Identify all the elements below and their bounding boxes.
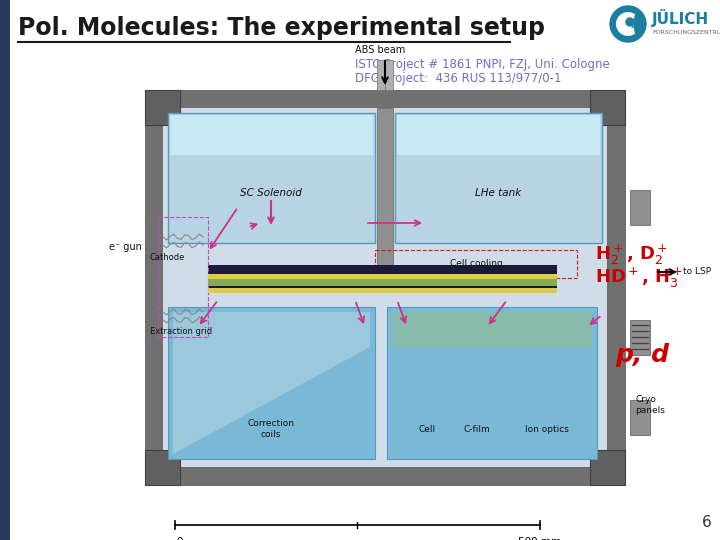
Text: Cell cooling: Cell cooling <box>449 260 503 268</box>
Text: C-film: C-film <box>464 424 490 434</box>
Bar <box>145 450 180 485</box>
Polygon shape <box>616 12 635 36</box>
Text: HD$^+$, H$_3^+$: HD$^+$, H$_3^+$ <box>595 266 683 290</box>
Text: Correction
coils: Correction coils <box>248 419 294 438</box>
Text: Extraction grid: Extraction grid <box>150 327 212 336</box>
Bar <box>630 400 650 435</box>
Bar <box>392 312 592 347</box>
Bar <box>395 113 602 243</box>
Bar <box>145 90 163 485</box>
Bar <box>168 307 375 459</box>
Text: e⁻ gun: e⁻ gun <box>109 242 141 252</box>
Text: to LSP: to LSP <box>683 267 711 276</box>
Bar <box>208 288 557 293</box>
Text: ISTC Project # 1861 PNPI, FZJ, Uni. Cologne: ISTC Project # 1861 PNPI, FZJ, Uni. Colo… <box>355 58 610 71</box>
Bar <box>397 115 600 155</box>
Bar <box>630 190 650 225</box>
Bar <box>145 90 180 125</box>
Bar <box>607 90 625 485</box>
Text: H$_2^+$, D$_2^+$: H$_2^+$, D$_2^+$ <box>595 243 668 267</box>
Bar <box>208 265 557 274</box>
Bar <box>170 115 373 155</box>
Text: ABS beam: ABS beam <box>355 45 405 55</box>
Text: FORSCHUNGSZENTRUM: FORSCHUNGSZENTRUM <box>652 30 720 35</box>
Text: Cryo
panels: Cryo panels <box>635 395 665 415</box>
Text: 500 mm: 500 mm <box>518 537 562 540</box>
Bar <box>145 90 625 485</box>
Bar <box>0 0 10 540</box>
Circle shape <box>610 6 646 42</box>
Text: 6: 6 <box>702 515 712 530</box>
Bar <box>377 60 385 90</box>
Bar <box>158 217 208 337</box>
Bar <box>377 108 393 277</box>
Bar <box>590 90 625 125</box>
Bar <box>168 113 375 243</box>
Bar <box>208 281 557 290</box>
Bar <box>145 90 625 108</box>
Text: LHe tank: LHe tank <box>475 188 521 198</box>
Bar <box>590 450 625 485</box>
Bar <box>208 274 557 279</box>
Text: Pol. Molecules: The experimental setup: Pol. Molecules: The experimental setup <box>18 16 545 40</box>
Bar <box>163 108 607 467</box>
Text: 0: 0 <box>176 537 184 540</box>
Text: SC Solenoid: SC Solenoid <box>240 188 302 198</box>
Text: Cathode: Cathode <box>150 253 185 261</box>
Bar <box>385 60 393 90</box>
Bar <box>145 467 625 485</box>
Bar <box>387 307 597 459</box>
Text: DFG Project:  436 RUS 113/977/0-1: DFG Project: 436 RUS 113/977/0-1 <box>355 72 562 85</box>
Bar <box>208 279 557 286</box>
Bar <box>375 250 577 278</box>
Bar <box>630 320 650 355</box>
Text: Cell: Cell <box>418 424 436 434</box>
Text: Ion optics: Ion optics <box>525 424 569 434</box>
Circle shape <box>626 18 634 26</box>
Text: p, d: p, d <box>615 343 669 367</box>
Text: JÜLICH: JÜLICH <box>652 9 709 27</box>
Polygon shape <box>173 312 370 454</box>
